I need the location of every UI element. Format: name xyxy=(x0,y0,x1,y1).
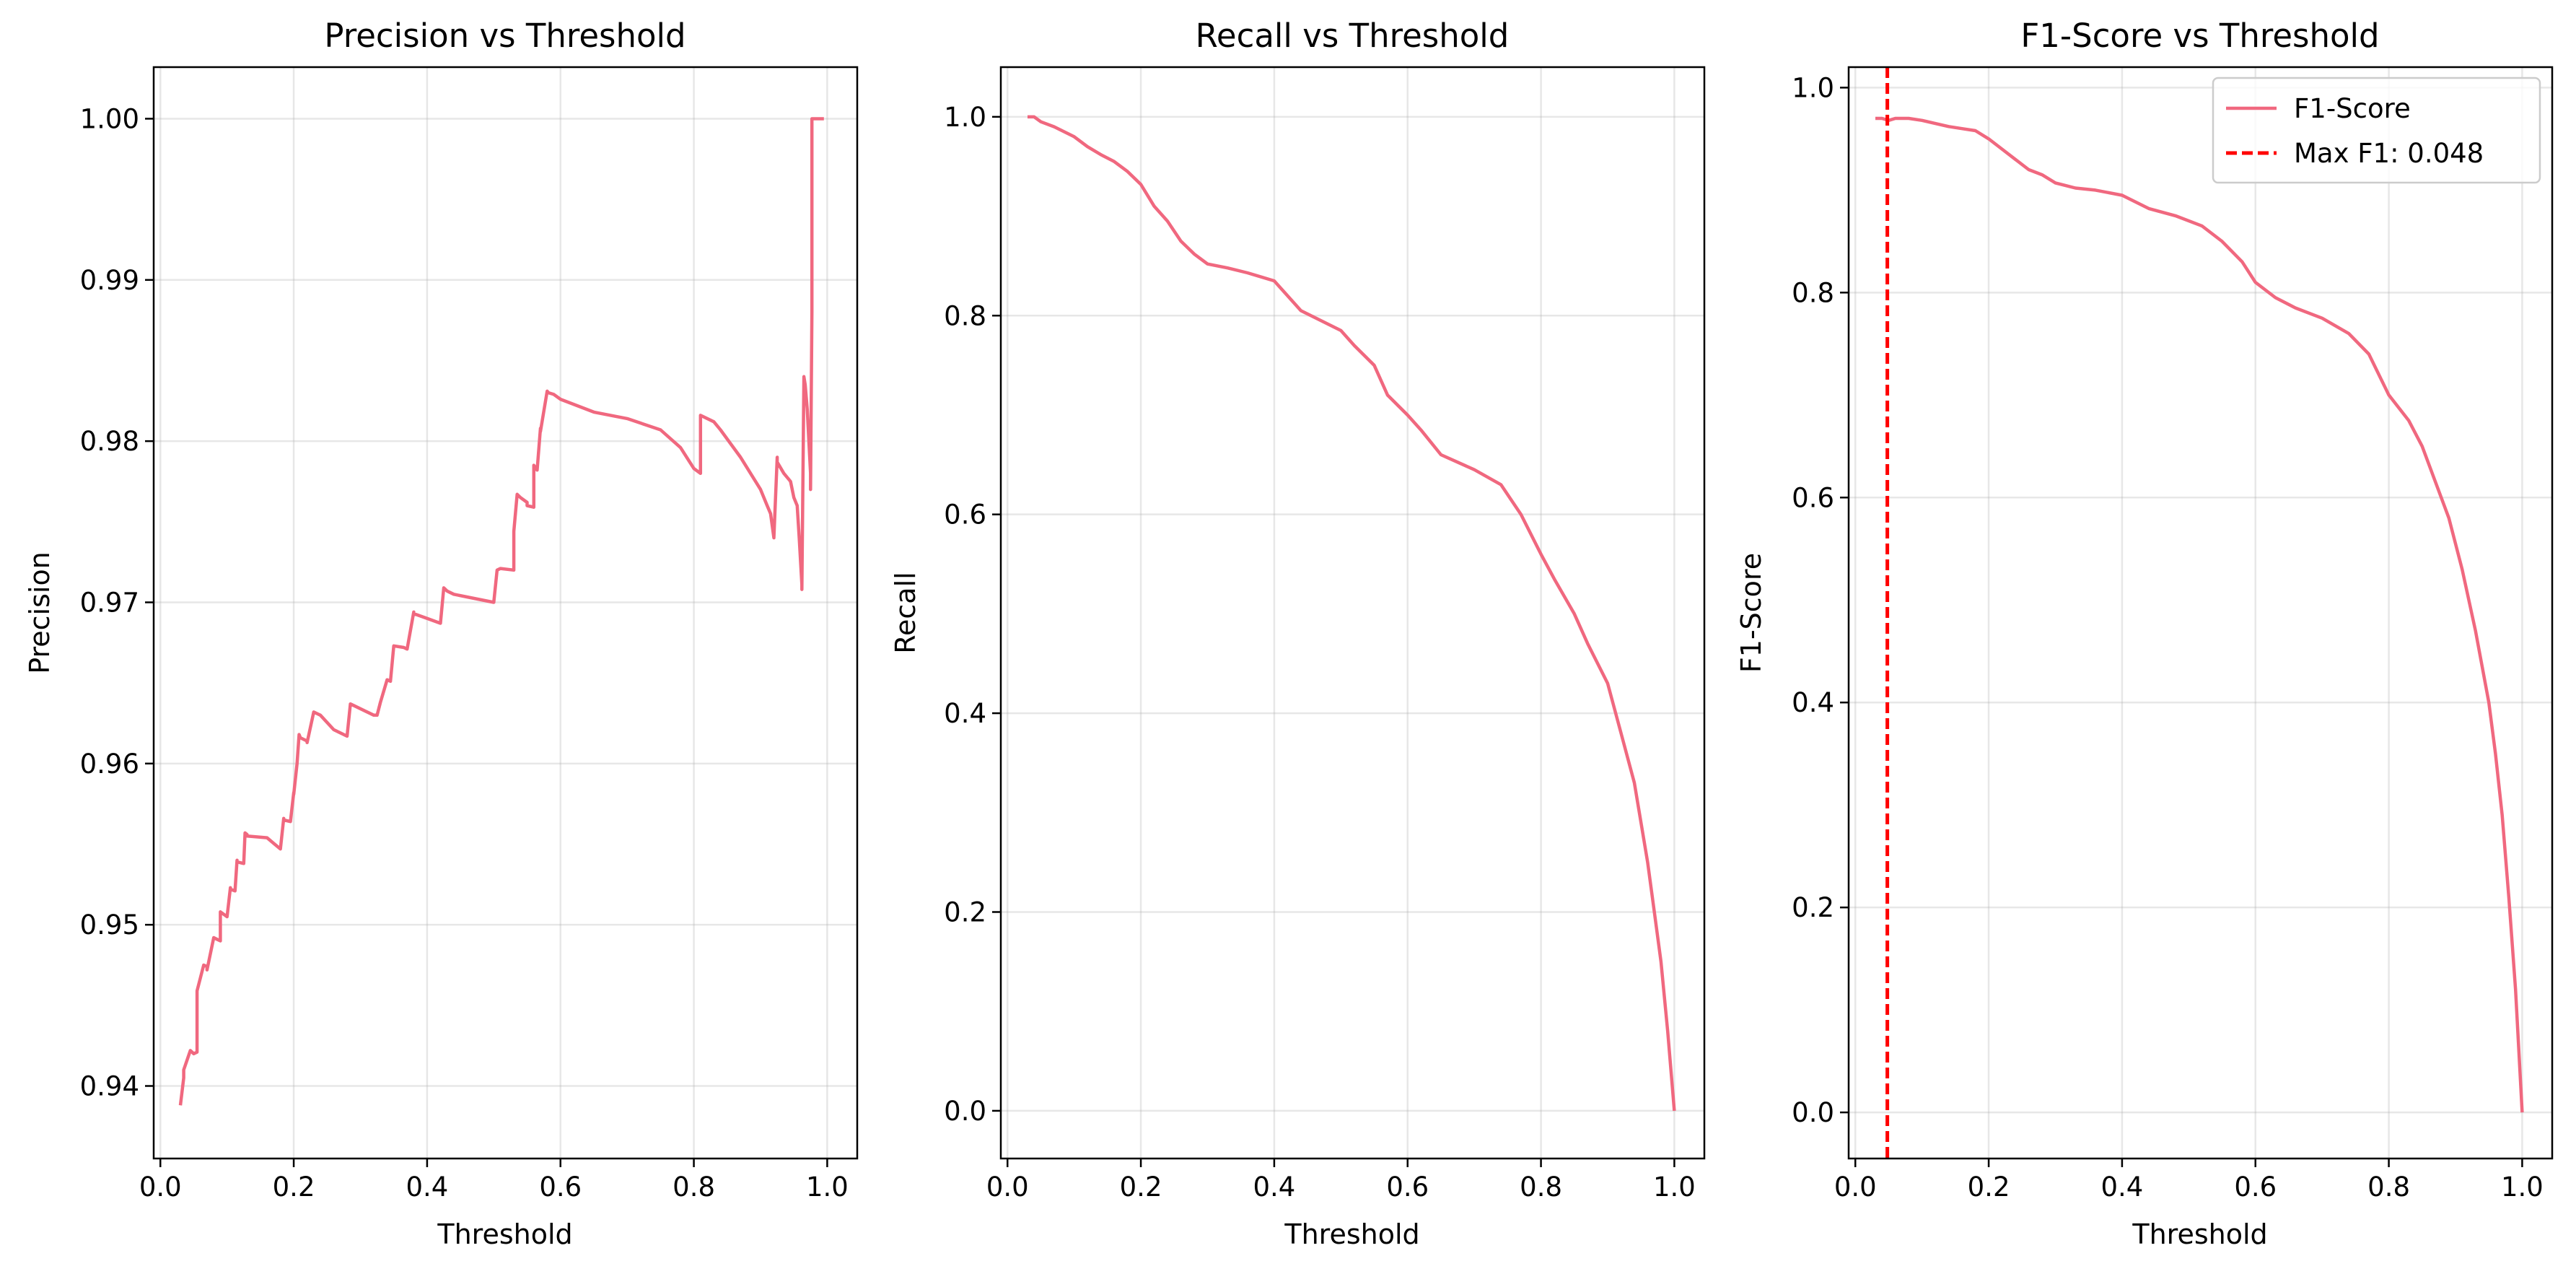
f1-x-label: Threshold xyxy=(2132,1218,2267,1250)
y-tick-label: 0.4 xyxy=(944,698,986,729)
f1-y-label: F1-Score xyxy=(1735,553,1767,673)
x-tick-label: 0.8 xyxy=(2367,1172,2410,1203)
precision-title: Precision vs Threshold xyxy=(324,17,685,55)
f1-x-ticks: 0.0 0.2 0.4 0.6 0.8 1.0 xyxy=(1834,1159,2544,1203)
x-tick-label: 0.6 xyxy=(2234,1172,2277,1203)
x-tick-label: 0.0 xyxy=(986,1172,1029,1203)
y-tick-label: 0.98 xyxy=(80,426,139,457)
x-tick-label: 1.0 xyxy=(1653,1172,1696,1203)
y-tick-label: 1.00 xyxy=(80,103,139,134)
y-tick-label: 0.94 xyxy=(80,1070,139,1101)
precision-y-label: Precision xyxy=(24,551,56,674)
y-tick-label: 0.2 xyxy=(944,896,986,928)
x-tick-label: 0.8 xyxy=(1520,1172,1562,1203)
recall-panel: 0.0 0.2 0.4 0.6 0.8 1.0 0.0 0.2 0.4 0.6 0.8 1.0 xyxy=(944,66,1706,1203)
y-tick-label: 0.6 xyxy=(944,499,986,531)
legend-frame xyxy=(2212,77,2541,184)
recall-axes-frame xyxy=(999,66,1706,1160)
y-tick-label: 0.99 xyxy=(80,265,139,296)
recall-title: Recall vs Threshold xyxy=(1196,17,1510,55)
x-tick-label: 0.0 xyxy=(1834,1172,1877,1203)
recall-series-layer xyxy=(1028,115,1676,1112)
legend-f1-label: F1-Score xyxy=(2294,93,2411,124)
x-tick-label: 0.4 xyxy=(2100,1172,2143,1203)
x-tick-label: 0.8 xyxy=(673,1172,715,1203)
x-tick-label: 0.2 xyxy=(273,1172,315,1203)
f1-panel: 0.0 0.2 0.4 0.6 0.8 1.0 0.0 0.2 0.4 0.6 0.8 1.0 F1… xyxy=(1792,66,2554,1203)
precision-x-ticks: 0.0 0.2 0.4 0.6 0.8 1.0 xyxy=(139,1159,849,1203)
f1-title: F1-Score vs Threshold xyxy=(2020,17,2379,55)
y-tick-label: 0.8 xyxy=(944,300,986,331)
y-tick-label: 0.97 xyxy=(80,587,139,618)
f1-grid xyxy=(1849,67,2552,1159)
f1-legend: F1-Score Max F1: 0.048 xyxy=(2212,77,2541,184)
x-tick-label: 0.2 xyxy=(1968,1172,2010,1203)
precision-x-label: Threshold xyxy=(437,1218,572,1250)
y-tick-label: 0.96 xyxy=(80,749,139,780)
recall-grid xyxy=(1001,67,1704,1159)
x-tick-label: 0.4 xyxy=(406,1172,448,1203)
y-tick-label: 0.0 xyxy=(1792,1097,1834,1128)
precision-series-layer xyxy=(178,117,824,1106)
f1-series-line xyxy=(1875,116,2524,1113)
f1-axes-frame xyxy=(1847,66,2554,1160)
x-tick-label: 1.0 xyxy=(2501,1172,2544,1203)
recall-y-ticks: 0.0 0.2 0.4 0.6 0.8 1.0 xyxy=(944,102,1001,1127)
x-tick-label: 0.2 xyxy=(1120,1172,1162,1203)
recall-x-label: Threshold xyxy=(1284,1218,1419,1250)
y-tick-label: 0.6 xyxy=(1792,482,1834,513)
y-tick-label: 1.0 xyxy=(944,102,986,133)
precision-grid xyxy=(154,67,857,1159)
x-tick-label: 0.0 xyxy=(139,1172,182,1203)
y-tick-label: 1.0 xyxy=(1792,72,1834,103)
x-tick-label: 1.0 xyxy=(806,1172,849,1203)
y-tick-label: 0.8 xyxy=(1792,277,1834,308)
recall-y-label: Recall xyxy=(890,572,921,653)
x-tick-label: 0.6 xyxy=(1386,1172,1429,1203)
recall-x-ticks: 0.0 0.2 0.4 0.6 0.8 1.0 xyxy=(986,1159,1696,1203)
y-tick-label: 0.0 xyxy=(944,1096,986,1127)
precision-y-ticks: 0.94 0.95 0.96 0.97 0.98 0.99 1.00 xyxy=(80,103,154,1101)
x-tick-label: 0.6 xyxy=(539,1172,582,1203)
y-tick-label: 0.2 xyxy=(1792,892,1834,923)
precision-series-line xyxy=(178,117,824,1106)
recall-series-line xyxy=(1028,115,1676,1112)
precision-axes-frame xyxy=(152,66,859,1160)
x-tick-label: 0.4 xyxy=(1253,1172,1295,1203)
f1-series-layer xyxy=(1875,67,2524,1159)
y-tick-label: 0.95 xyxy=(80,909,139,941)
precision-panel: 0.0 0.2 0.4 0.6 0.8 1.0 0.940.950.960.970.980… xyxy=(80,66,859,1203)
legend-max-f1-label: Max F1: 0.048 xyxy=(2294,138,2484,169)
y-tick-label: 0.4 xyxy=(1792,687,1834,718)
f1-y-ticks: 0.0 0.2 0.4 0.6 0.8 1.0 xyxy=(1792,72,1849,1128)
